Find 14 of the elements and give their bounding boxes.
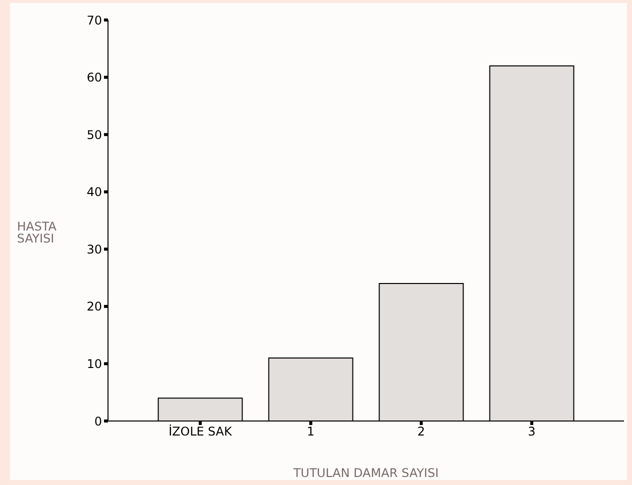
x-tick-label: 2 (417, 424, 426, 439)
x-tick-label: İZOLE SAK (168, 424, 233, 439)
y-tick-label: 40 (86, 185, 102, 200)
y-tick-label: 0 (94, 414, 102, 428)
y-tick-label: 20 (86, 300, 102, 314)
x-axis-title: TUTULAN DAMAR SAYISI (292, 466, 439, 480)
y-tick-label: 60 (86, 70, 102, 85)
x-tick-label: 3 (528, 424, 536, 439)
y-tick-label: 10 (86, 356, 102, 371)
x-tick-label: 1 (306, 424, 315, 439)
y-tick-label: 30 (86, 242, 102, 256)
y-tick-label: 50 (86, 128, 102, 142)
y-tick-label: 70 (86, 13, 102, 28)
y-axis-title: HASTA SAYISI (17, 220, 58, 246)
